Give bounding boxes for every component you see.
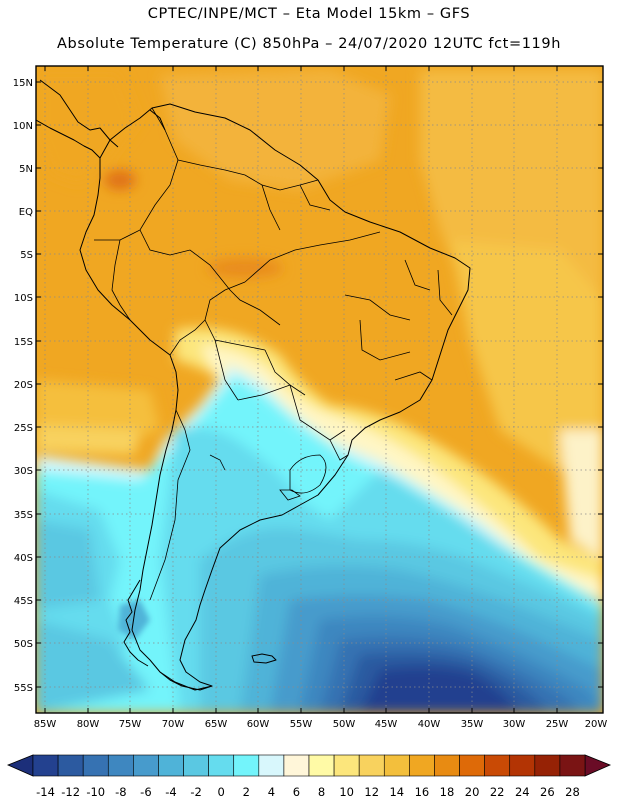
latitude-labels: 15N 10N 5N EQ 5S 10S 15S 20S 25S 30S 35S…	[13, 78, 33, 694]
colorbar-over-arrow	[584, 754, 612, 777]
colorbar-swatch	[82, 754, 109, 777]
colorbar: -14 -12 -10 -8 -6 -4 -2 0 2 4 6 8 10 12 14 16 18 20 22 24 26…	[6, 754, 612, 799]
colorbar-swatch	[32, 754, 59, 777]
colorbar-swatch	[158, 754, 184, 777]
lat-label: 30S	[14, 466, 33, 477]
lon-label: 40W	[418, 719, 441, 730]
colorbar-label: -4	[165, 785, 176, 799]
lon-label: 50W	[333, 719, 356, 730]
lon-label: 75W	[119, 719, 142, 730]
lon-label: 65W	[205, 719, 228, 730]
colorbar-swatch	[383, 754, 410, 777]
lat-label: 55S	[14, 683, 33, 694]
map-frame	[35, 65, 604, 714]
colorbar-label: 4	[268, 785, 275, 799]
country-borders	[94, 107, 453, 601]
lat-label: 10N	[13, 121, 33, 132]
lon-label: 25W	[546, 719, 569, 730]
lat-label: 20S	[14, 380, 33, 391]
colorbar-swatch	[559, 754, 586, 777]
longitude-labels: 85W 80W 75W 70W 65W 60W 55W 50W 45W 40W …	[34, 719, 608, 730]
lat-label: 35S	[14, 510, 33, 521]
colorbar-label: 28	[565, 785, 580, 799]
colorbar-label: 26	[540, 785, 555, 799]
lat-label: 25S	[14, 423, 33, 434]
lon-label: 20W	[585, 719, 608, 730]
colorbar-swatch	[57, 754, 84, 777]
colorbar-label: 16	[415, 785, 430, 799]
lat-label: EQ	[19, 207, 33, 218]
lon-label: 70W	[162, 719, 185, 730]
lon-label: 35W	[461, 719, 484, 730]
lat-label: 15S	[14, 337, 33, 348]
colorbar-swatch	[133, 754, 159, 777]
colorbar-swatch	[333, 754, 360, 777]
colorbar-swatch	[534, 754, 561, 777]
colorbar-label: 12	[364, 785, 379, 799]
coastline	[36, 79, 471, 691]
lon-label: 85W	[34, 719, 57, 730]
colorbar-swatch	[258, 754, 285, 777]
colorbar-label: 10	[339, 785, 354, 799]
colorbar-label: 18	[440, 785, 455, 799]
colorbar-swatch	[107, 754, 134, 777]
colorbar-swatches	[32, 754, 586, 777]
colorbar-swatch	[409, 754, 435, 777]
lat-label: 10S	[14, 293, 33, 304]
lat-label: 15N	[13, 78, 33, 89]
colorbar-label: -14	[36, 785, 55, 799]
colorbar-swatch	[208, 754, 235, 777]
colorbar-swatch	[308, 754, 335, 777]
colorbar-under-arrow	[6, 754, 34, 777]
colorbar-labels: -14 -12 -10 -8 -6 -4 -2 0 2 4 6 8 10 12 14 16 18 20 22 24 26…	[36, 785, 580, 799]
colorbar-swatch	[183, 754, 209, 777]
colorbar-label: 14	[389, 785, 404, 799]
colorbar-swatch	[283, 754, 310, 777]
axis-ticks	[36, 66, 603, 713]
lon-label: 45W	[375, 719, 398, 730]
lat-label: 50S	[14, 639, 33, 650]
colorbar-swatch	[434, 754, 460, 777]
colorbar-label: 24	[515, 785, 530, 799]
map-title-line1: CPTEC/INPE/MCT – Eta Model 15km – GFS	[147, 6, 471, 22]
lat-label: 5S	[20, 250, 33, 261]
map-title-line2: Absolute Temperature (C) 850hPa – 24/07/…	[57, 36, 561, 52]
colorbar-label: 0	[218, 785, 225, 799]
colorbar-label: 2	[243, 785, 250, 799]
lon-label: 80W	[77, 719, 100, 730]
colorbar-label: -10	[86, 785, 105, 799]
colorbar-swatch	[459, 754, 485, 777]
lon-label: 55W	[290, 719, 313, 730]
temperature-field	[36, 66, 603, 713]
colorbar-swatch	[484, 754, 511, 777]
colorbar-swatch	[509, 754, 536, 777]
colorbar-swatch	[358, 754, 385, 777]
lat-label: 45S	[14, 596, 33, 607]
colorbar-label: -6	[140, 785, 151, 799]
lat-label: 5N	[19, 164, 33, 175]
colorbar-swatch	[233, 754, 260, 777]
colorbar-label: -8	[115, 785, 126, 799]
colorbar-label: -2	[190, 785, 201, 799]
colorbar-label: -12	[61, 785, 80, 799]
colorbar-label: 22	[490, 785, 505, 799]
lon-label: 60W	[247, 719, 270, 730]
lon-label: 30W	[503, 719, 526, 730]
graticule	[36, 66, 603, 713]
colorbar-label: 20	[465, 785, 480, 799]
colorbar-label: 6	[293, 785, 300, 799]
colorbar-label: 8	[318, 785, 325, 799]
lat-label: 40S	[14, 553, 33, 564]
